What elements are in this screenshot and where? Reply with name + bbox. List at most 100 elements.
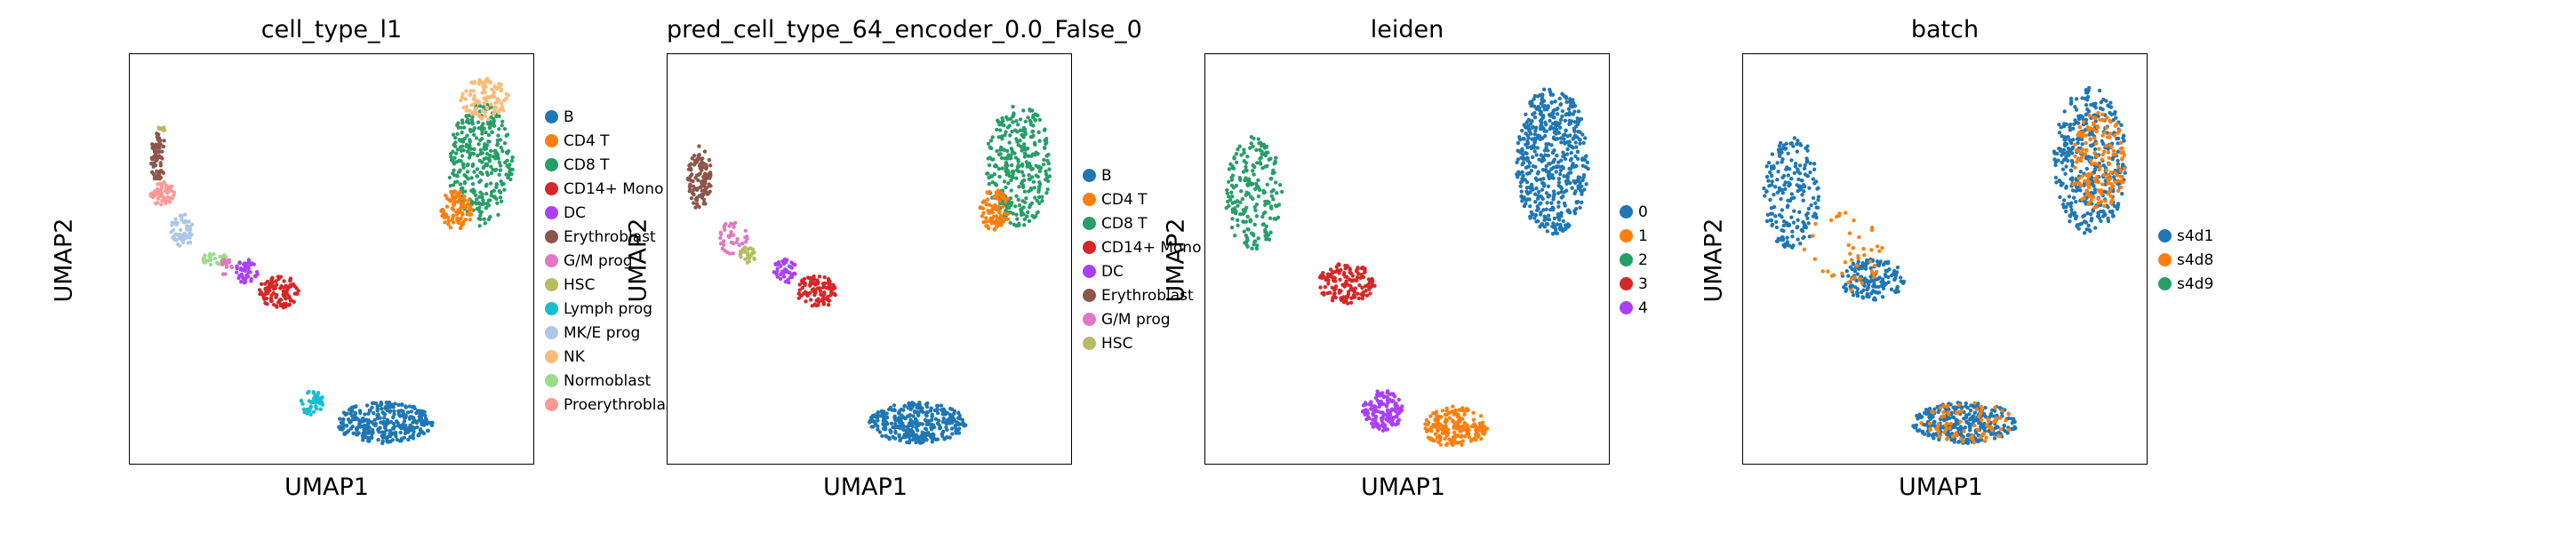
scatter-point [2092, 101, 2096, 107]
scatter-point [2071, 182, 2076, 187]
scatter-point [1795, 141, 1799, 147]
scatter-point [825, 297, 829, 301]
scatter-point [1014, 176, 1019, 180]
scatter-point [1032, 186, 1036, 190]
scatter-point [158, 138, 163, 143]
scatter-point [502, 140, 508, 146]
scatter-point [161, 144, 166, 149]
scatter-point [984, 216, 988, 220]
legend-swatch [545, 278, 558, 291]
scatter-point [1798, 143, 1804, 147]
scatter-point [1805, 144, 1810, 148]
scatter-point [396, 411, 401, 417]
scatter-point [477, 224, 482, 228]
scatter-point [172, 237, 177, 242]
scatter-point [344, 430, 349, 435]
scatter-point [876, 418, 880, 423]
scatter-point [379, 406, 384, 411]
scatter-point [507, 164, 511, 170]
cluster-hsc [738, 245, 756, 265]
scatter-point [468, 212, 473, 217]
scatter-point [2082, 213, 2087, 218]
scatter-point [1027, 219, 1032, 223]
scatter-point [457, 197, 461, 203]
scatter-point [458, 206, 463, 211]
scatter-point [489, 171, 493, 176]
scatter-point [1563, 140, 1567, 145]
scatter-point [451, 132, 456, 137]
scatter-point [1014, 168, 1020, 172]
scatter-point [2058, 195, 2062, 200]
legend-item: CD4 T [545, 129, 679, 153]
scatter-point [2118, 140, 2124, 145]
cluster-g-m-prog [220, 258, 235, 276]
scatter-point [2084, 166, 2089, 171]
scatter-point [2097, 147, 2101, 151]
scatter-point [1792, 209, 1796, 213]
scatter-point [495, 138, 500, 143]
scatter-point [500, 123, 504, 128]
scatter-point [905, 425, 909, 429]
scatter-point [188, 231, 192, 235]
scatter-point [1022, 217, 1028, 221]
scatter-point [477, 205, 482, 211]
scatter-point [899, 418, 903, 422]
scatter-point [498, 163, 503, 168]
scatter-point [986, 141, 991, 146]
scatter-point [702, 171, 708, 176]
scatter-point [1993, 405, 1997, 410]
legend-item: HSC [545, 273, 679, 297]
scatter-point [1020, 163, 1025, 168]
scatter-point [1036, 189, 1041, 195]
chart-title: pred_cell_type_64_encoder_0.0_False_0 [667, 16, 1142, 44]
scatter-point [2092, 205, 2097, 210]
scatter-point [724, 221, 728, 227]
scatter-point [707, 157, 712, 163]
scatter-point [1791, 243, 1796, 248]
scatter-point [1797, 210, 1802, 215]
scatter-point [1986, 429, 1991, 434]
scatter-point [186, 241, 190, 245]
scatter-point [1789, 177, 1794, 181]
scatter-point [940, 434, 945, 439]
scatter-point [1044, 191, 1049, 195]
scatter-point [492, 84, 497, 89]
scatter-point [2095, 124, 2100, 129]
scatter-point [731, 233, 736, 237]
scatter-point [745, 251, 750, 256]
scatter-point [892, 414, 897, 418]
scatter-point [2112, 133, 2117, 138]
scatter-point [740, 241, 745, 246]
scatter-point [2092, 150, 2097, 155]
scatter-point [375, 427, 380, 433]
scatter-point [695, 202, 700, 206]
scatter-point [898, 438, 902, 443]
scatter-point [459, 216, 463, 220]
scatter-point [1956, 426, 1961, 431]
scatter-point [2106, 150, 2111, 155]
scatter-point [1046, 179, 1051, 183]
scatter-point [1047, 174, 1052, 179]
scatter-point [2079, 183, 2084, 188]
scatter-point [951, 411, 956, 417]
scatter-point [701, 197, 707, 202]
scatter-point [223, 254, 228, 259]
scatter-point [1574, 145, 1579, 149]
scatter-point [689, 172, 694, 177]
scatter-point [450, 206, 454, 211]
scatter-point [2116, 188, 2121, 194]
scatter-point [698, 171, 702, 176]
scatter-point [993, 203, 997, 208]
legend-swatch [1083, 169, 1096, 182]
scatter-point [185, 219, 189, 224]
scatter-point [1843, 211, 1848, 215]
scatter-point [1814, 205, 1819, 210]
scatter-point [1816, 195, 1821, 199]
scatter-point [1788, 198, 1793, 203]
scatter-point [1026, 163, 1030, 168]
scatter-point [376, 412, 380, 417]
scatter-point [412, 405, 417, 410]
scatter-point [284, 283, 288, 288]
scatter-point [392, 409, 396, 413]
scatter-point [889, 429, 893, 434]
